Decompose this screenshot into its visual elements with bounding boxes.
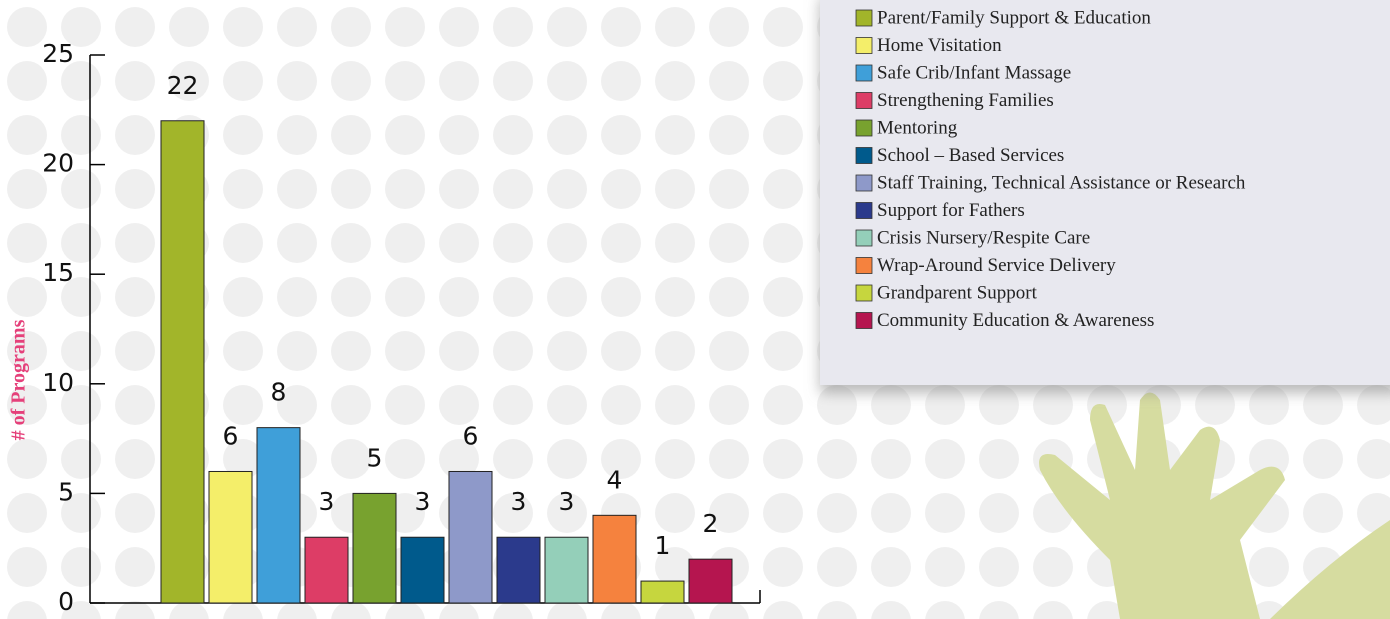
legend-swatch bbox=[856, 230, 872, 246]
legend-label: Strengthening Families bbox=[877, 90, 1054, 111]
legend-label: Safe Crib/Infant Massage bbox=[877, 62, 1071, 83]
legend-label: Mentoring bbox=[877, 117, 958, 138]
legend-label: School – Based Services bbox=[877, 145, 1064, 166]
value-label: 3 bbox=[559, 487, 575, 516]
chart: # of Programs 051015202522Parent/Family … bbox=[0, 0, 1390, 619]
y-tick-label: 0 bbox=[58, 587, 74, 616]
legend-swatch bbox=[856, 38, 872, 54]
legend-label: Parent/Family Support & Education bbox=[877, 7, 1151, 28]
legend-label: Community Education & Awareness bbox=[877, 310, 1154, 331]
legend-swatch bbox=[856, 10, 872, 26]
value-label: 3 bbox=[319, 487, 335, 516]
legend-label: Home Visitation bbox=[877, 35, 1002, 56]
legend-label: Staff Training, Technical Assistance or … bbox=[877, 172, 1246, 193]
legend-swatch bbox=[856, 313, 872, 329]
legend-swatch bbox=[856, 65, 872, 81]
y-tick-label: 5 bbox=[58, 477, 74, 506]
bar bbox=[593, 515, 636, 603]
bar bbox=[257, 428, 300, 603]
page: # of Programs 051015202522Parent/Family … bbox=[0, 0, 1390, 619]
bar bbox=[497, 537, 540, 603]
legend-label: Grandparent Support bbox=[877, 282, 1038, 303]
value-label: 4 bbox=[607, 465, 623, 494]
bar bbox=[641, 581, 684, 603]
value-label: 1 bbox=[655, 531, 671, 560]
value-label: 6 bbox=[463, 421, 479, 450]
legend-swatch bbox=[856, 203, 872, 219]
bar bbox=[401, 537, 444, 603]
bar bbox=[353, 493, 396, 603]
bar bbox=[449, 471, 492, 603]
legend-label: Crisis Nursery/Respite Care bbox=[877, 227, 1090, 248]
y-tick-label: 15 bbox=[42, 258, 74, 287]
y-axis-label: # of Programs bbox=[8, 319, 30, 440]
value-label: 5 bbox=[367, 443, 383, 472]
value-label: 6 bbox=[223, 421, 239, 450]
legend-swatch bbox=[856, 175, 872, 191]
bar bbox=[209, 471, 252, 603]
bar bbox=[689, 559, 732, 603]
bar bbox=[161, 121, 204, 603]
legend-swatch bbox=[856, 258, 872, 274]
y-tick-label: 20 bbox=[42, 149, 74, 178]
legend-swatch bbox=[856, 148, 872, 164]
legend-label: Support for Fathers bbox=[877, 200, 1025, 221]
value-label: 8 bbox=[271, 378, 287, 407]
value-label: 22 bbox=[167, 71, 199, 100]
bar bbox=[545, 537, 588, 603]
bar bbox=[305, 537, 348, 603]
y-tick-label: 10 bbox=[42, 368, 74, 397]
value-label: 2 bbox=[703, 509, 719, 538]
legend-swatch bbox=[856, 285, 872, 301]
y-tick-label: 25 bbox=[42, 39, 74, 68]
legend-swatch bbox=[856, 120, 872, 136]
value-label: 3 bbox=[415, 487, 431, 516]
value-label: 3 bbox=[511, 487, 527, 516]
legend-swatch bbox=[856, 93, 872, 109]
legend-label: Wrap-Around Service Delivery bbox=[877, 255, 1116, 276]
